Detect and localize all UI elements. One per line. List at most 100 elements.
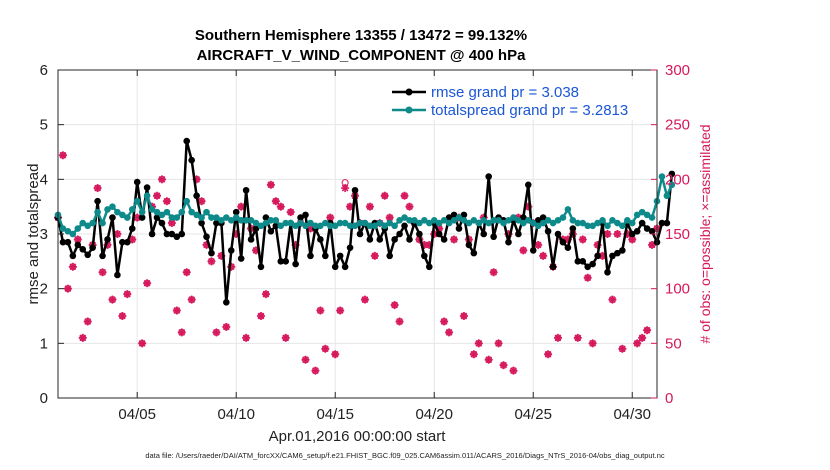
rmse-point — [628, 230, 636, 238]
rmse-point — [450, 211, 458, 219]
obs-assimilated-marker — [469, 350, 478, 359]
x-tick-label: 04/30 — [613, 406, 651, 423]
totalspread-point — [539, 219, 547, 227]
totalspread-point — [614, 219, 621, 227]
asterisk-stroke — [262, 290, 270, 298]
totalspread-point — [554, 217, 562, 224]
y-tick-label-right: 0 — [665, 390, 673, 407]
asterisk-stroke — [584, 274, 592, 282]
asterisk-stroke — [168, 219, 176, 227]
obs-assimilated-marker — [83, 317, 92, 326]
y-tick-label-right: 100 — [665, 281, 690, 298]
totalspread-point — [173, 214, 181, 221]
asterisk-stroke — [614, 230, 621, 238]
totalspread-point — [490, 217, 497, 224]
rmse-point — [277, 258, 285, 265]
asterisk-stroke — [74, 236, 82, 243]
legend-marker-rmse — [405, 88, 413, 96]
rmse-point — [223, 299, 230, 306]
rmse-point — [89, 244, 96, 251]
totalspread-point — [465, 219, 473, 227]
rmse-point — [183, 137, 191, 145]
obs-assimilated-marker — [643, 326, 652, 335]
rmse-point — [534, 217, 542, 224]
totalspread-point — [99, 219, 106, 227]
obs-assimilated-marker — [484, 355, 493, 364]
totalspread-point — [153, 208, 161, 216]
asterisk-stroke — [341, 184, 349, 192]
totalspread-point — [391, 222, 398, 230]
totalspread-point — [252, 219, 260, 227]
rmse-point — [114, 271, 121, 279]
rmse-point — [425, 263, 433, 271]
totalspread-point — [584, 222, 591, 230]
totalspread-point — [213, 214, 220, 221]
obs-assimilated-marker — [489, 268, 498, 277]
asterisk-stroke — [643, 326, 651, 334]
rmse-point — [94, 197, 101, 205]
totalspread-point — [445, 219, 453, 227]
totalspread-point — [74, 225, 82, 232]
x-tick-label: 04/20 — [415, 406, 453, 423]
rmse-point — [203, 233, 210, 241]
obs-assimilated-marker — [365, 202, 374, 211]
asterisk-stroke — [163, 197, 171, 205]
totalspread-point — [381, 222, 389, 230]
totalspread-point — [133, 197, 141, 205]
totalspread-point — [663, 192, 671, 200]
obs-assimilated-marker — [271, 197, 280, 206]
rmse-point — [633, 227, 641, 235]
rmse-point — [232, 208, 240, 216]
rmse-point — [138, 214, 146, 221]
obs-assimilated-marker — [281, 333, 290, 342]
totalspread-point — [480, 217, 488, 224]
rmse-point — [322, 252, 329, 260]
totalspread-point — [534, 222, 542, 230]
asterisk-stroke — [59, 151, 67, 159]
obs-assimilated-marker — [450, 235, 459, 244]
totalspread-point — [633, 211, 641, 219]
y-tick-label: 5 — [40, 117, 48, 134]
totalspread-point — [124, 214, 131, 221]
totalspread-point — [564, 206, 572, 213]
rmse-point — [579, 258, 587, 265]
totalspread-point — [475, 219, 483, 227]
obs-assimilated-marker — [583, 273, 592, 282]
rmse-point — [119, 238, 126, 246]
totalspread-point — [648, 214, 656, 221]
totalspread-point — [138, 208, 146, 216]
asterisk-stroke — [490, 268, 498, 276]
obs-assimilated-marker — [445, 328, 454, 337]
rmse-point — [584, 263, 591, 271]
asterisk-stroke — [123, 290, 131, 298]
asterisk-stroke — [440, 318, 448, 325]
obs-assimilated-marker — [638, 333, 647, 342]
totalspread-point — [505, 217, 512, 224]
obs-assimilated-marker — [212, 328, 221, 337]
rmse-point — [658, 219, 666, 227]
asterisk-stroke — [118, 312, 126, 320]
totalspread-point — [297, 219, 304, 227]
rmse-point — [297, 214, 304, 221]
totalspread-point — [326, 222, 334, 230]
obs-assimilated-marker — [301, 355, 310, 364]
rmse-point — [292, 260, 299, 268]
obs-assimilated-marker — [311, 366, 320, 375]
asterisk-stroke — [114, 230, 121, 238]
obs-assimilated-marker — [286, 208, 295, 217]
totalspread-point — [658, 173, 666, 180]
totalspread-point — [336, 219, 344, 227]
totalspread-point — [69, 230, 77, 238]
totalspread-point — [361, 219, 369, 227]
totalspread-point — [440, 217, 448, 224]
totalspread-point — [520, 219, 527, 227]
rmse-point — [421, 252, 428, 260]
rmse-point — [336, 252, 344, 260]
asterisk-stroke — [173, 307, 181, 314]
totalspread-point — [168, 214, 176, 221]
rmse-point — [520, 214, 527, 221]
totalspread-point — [495, 217, 502, 224]
y-tick-label: 6 — [40, 62, 48, 79]
obs-assimilated-marker — [360, 295, 369, 304]
rmse-point — [272, 222, 280, 230]
